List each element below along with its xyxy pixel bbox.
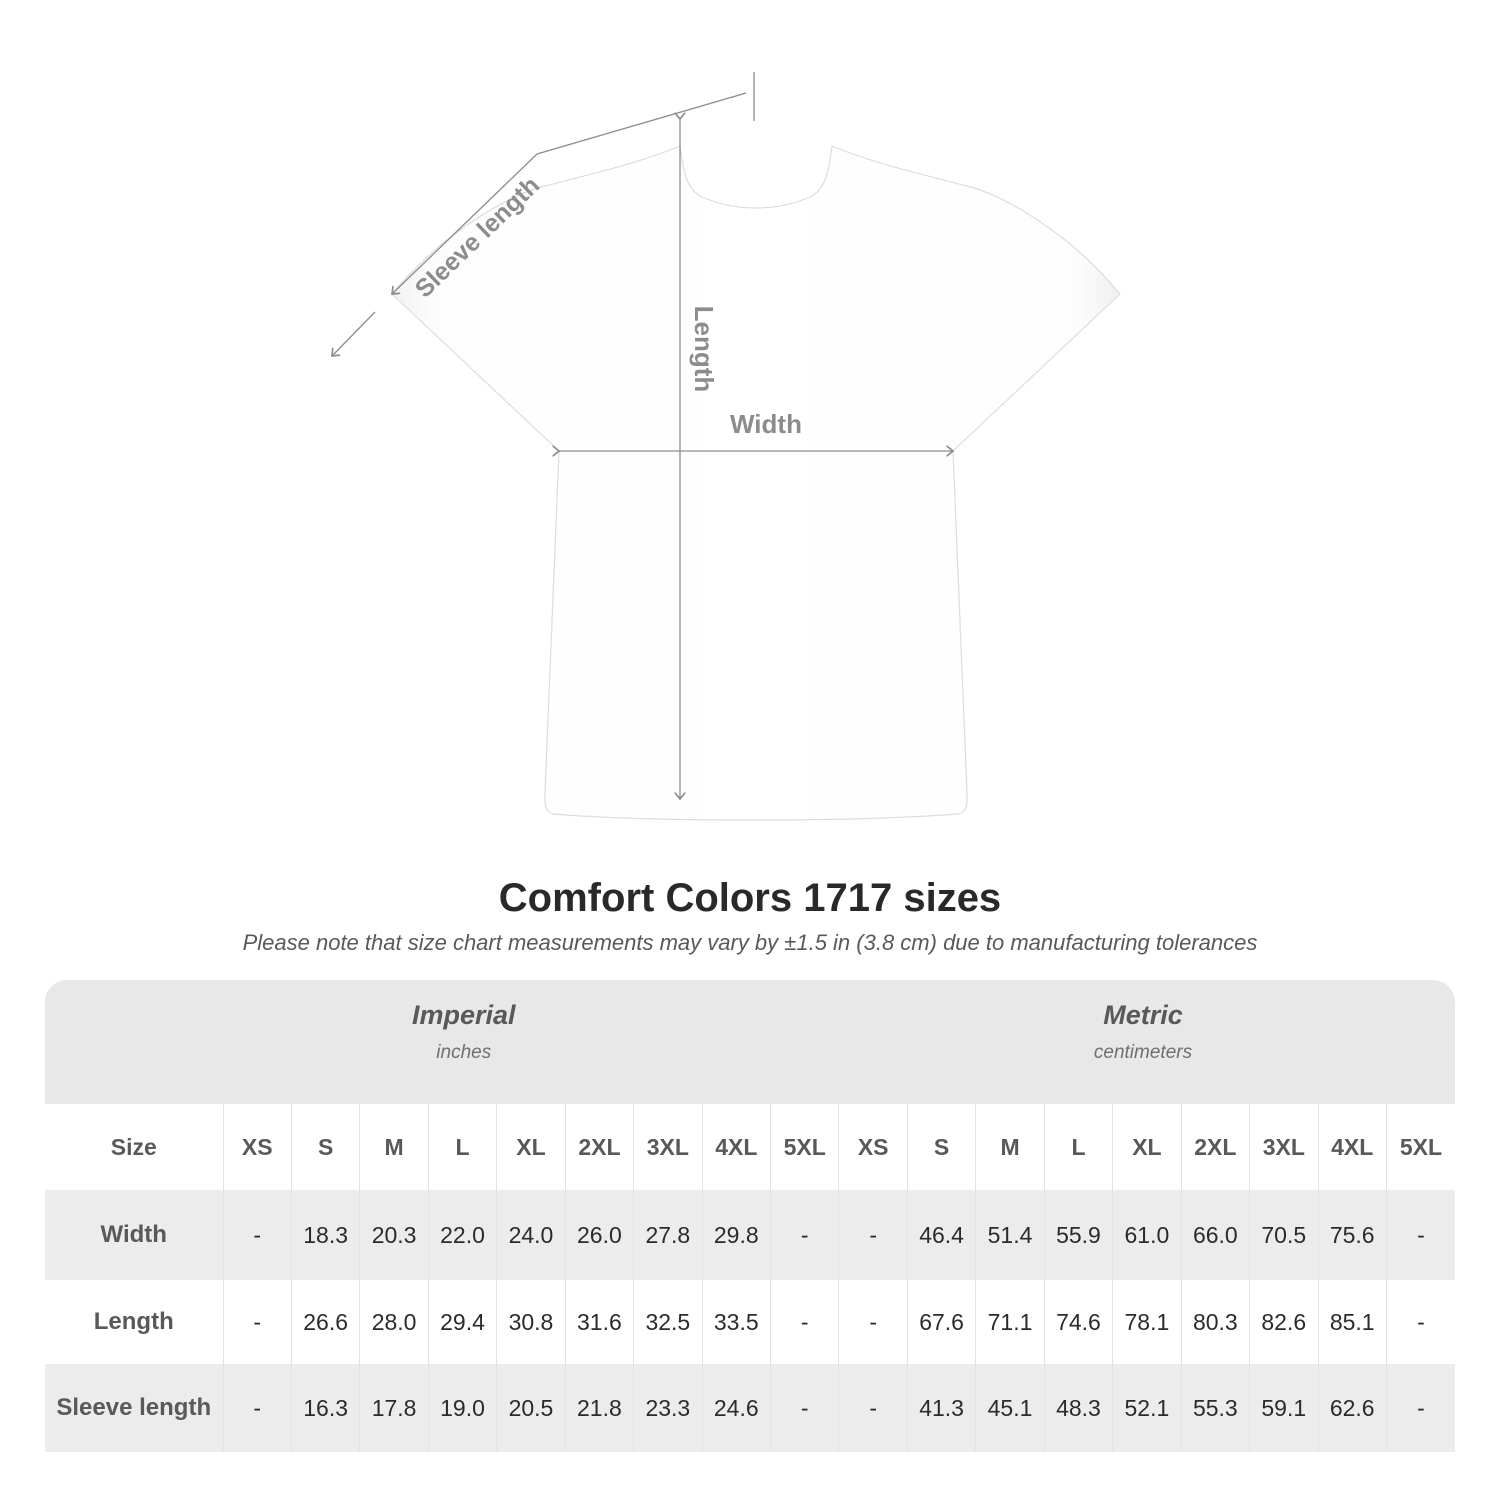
svg-text:Length: Length (689, 306, 719, 393)
svg-text:Width: Width (730, 409, 802, 439)
